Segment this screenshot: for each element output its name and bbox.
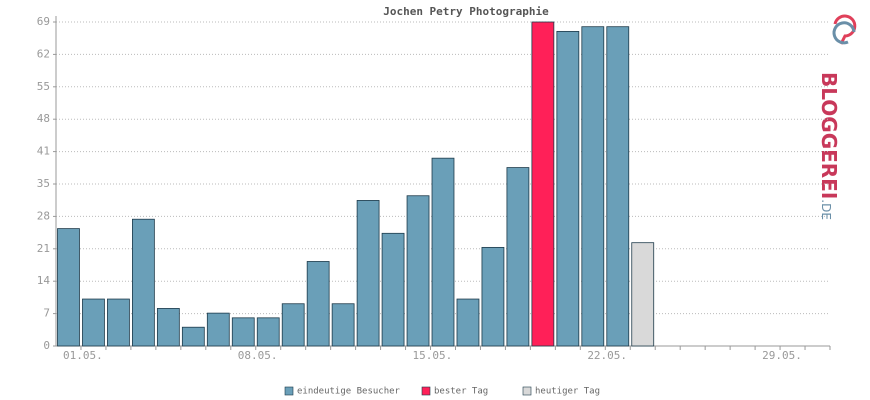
bar: [406, 195, 430, 347]
x-tick-label: 01.05.: [63, 349, 103, 362]
bar: [132, 218, 155, 347]
bar: [631, 242, 655, 347]
x-tick-label: 08.05.: [238, 349, 278, 362]
bar: [456, 298, 480, 347]
bar: [531, 21, 555, 347]
y-tick-label: 21: [37, 242, 50, 255]
bar: [156, 308, 180, 347]
logo-icon: [832, 21, 856, 45]
logo: BLOGGEREI.DE: [817, 14, 857, 220]
y-tick-label: 0: [43, 339, 50, 352]
bar: [57, 228, 80, 347]
logo-main: BLOGGEREI: [817, 72, 841, 199]
legend-swatch: [421, 386, 431, 396]
bar: [381, 232, 405, 347]
x-tick-label: 15.05.: [413, 349, 453, 362]
y-tick-label: 7: [43, 307, 50, 320]
bar: [231, 317, 255, 347]
legend-label: heutiger Tag: [535, 387, 600, 397]
bar: [356, 200, 380, 347]
logo-suffix: .DE: [819, 199, 833, 220]
y-tick-label: 55: [37, 80, 50, 93]
logo-icon: [833, 14, 857, 45]
y-tick-label: 14: [37, 274, 51, 287]
legend-label: eindeutige Besucher: [297, 387, 401, 397]
y-tick-label: 69: [37, 15, 50, 28]
y-tick-label: 28: [37, 209, 50, 222]
bar: [256, 317, 280, 347]
y-tick-label: 41: [37, 145, 50, 158]
bar: [506, 167, 530, 347]
bar: [181, 326, 205, 347]
y-tick-label: 62: [37, 47, 50, 60]
chart-title: Jochen Petry Photographie: [383, 5, 549, 18]
bar: [306, 261, 330, 347]
bar: [581, 26, 605, 347]
bar: [606, 26, 630, 347]
legend-label: bester Tag: [434, 387, 488, 397]
bar: [82, 298, 105, 347]
x-tick-label: 22.05.: [587, 349, 627, 362]
legend-swatch: [284, 386, 294, 396]
y-tick-label: 48: [37, 112, 50, 125]
bar: [281, 303, 305, 347]
bar: [331, 303, 355, 347]
bar: [481, 246, 505, 347]
x-tick-label: 29.05.: [762, 349, 802, 362]
logo-text: BLOGGEREI.DE: [817, 72, 841, 220]
bar: [556, 30, 580, 347]
bar: [107, 298, 130, 347]
legend-swatch: [522, 386, 532, 396]
bar: [431, 157, 455, 347]
y-tick-label: 35: [37, 177, 50, 190]
bar: [206, 312, 230, 347]
